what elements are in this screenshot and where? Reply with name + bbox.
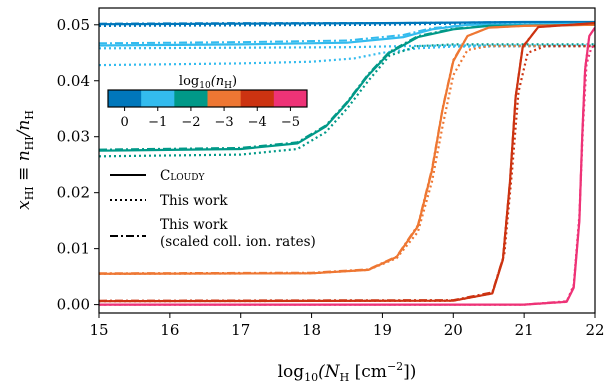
colorbar-tick-label: −3 <box>214 115 233 130</box>
colorbar-swatch <box>207 90 242 107</box>
y-tick-label: 0.01 <box>57 240 90 258</box>
x-tick-label: 21 <box>515 321 534 339</box>
legend-label-scaled: This work <box>160 217 228 233</box>
colorbar-tick-label: −5 <box>281 115 300 130</box>
y-tick-label: 0.04 <box>57 72 90 90</box>
colorbar-swatches <box>108 90 308 107</box>
legend: Cloudy This work This work (scaled coll.… <box>110 168 316 250</box>
y-tick-label: 0.00 <box>57 296 90 314</box>
colorbar-ticks: 0 −1 −2 −3 −4 −5 <box>120 107 300 130</box>
plot-background <box>99 8 595 313</box>
colorbar: log10(nH) 0 −1 −2 −3 −4 −5 <box>107 74 308 130</box>
legend-label-scaled-sub: (scaled coll. ion. rates) <box>160 234 316 250</box>
series-line-dashdot <box>99 22 595 45</box>
colorbar-title: log10(nH) <box>179 74 237 91</box>
colorbar-tick-label: −4 <box>248 115 267 130</box>
colorbar-tick-label: 0 <box>120 115 128 130</box>
colorbar-tick-label: −1 <box>148 115 167 130</box>
colorbar-frame <box>107 89 308 108</box>
series-line-dotted <box>99 45 595 275</box>
colorbar-swatch <box>141 90 175 107</box>
x-tick-label: 22 <box>585 321 604 339</box>
x-axis-label: log10(NH [cm−2]) <box>278 360 417 384</box>
colorbar-tick-label: −2 <box>181 115 200 130</box>
x-tick-label: 20 <box>444 321 463 339</box>
series-line-dashdot <box>99 23 595 275</box>
series-line-dashdot <box>99 27 595 306</box>
x-axis-label-sub1: 10 <box>304 371 318 384</box>
series-line-dotted <box>99 22 595 27</box>
series-layer <box>99 20 595 306</box>
legend-label-cloudy: Cloudy <box>160 168 205 184</box>
colorbar-swatch <box>273 90 308 107</box>
plot-frame <box>98 7 596 314</box>
y-tick-label: 0.05 <box>57 16 90 34</box>
series-line-dashdot <box>99 22 595 302</box>
colorbar-swatch <box>240 90 275 107</box>
series-line-dashdot <box>99 23 595 151</box>
ticks-layer: 15 16 17 18 19 20 21 22 0.00 0.01 0.02 0.03 0.04 0.05 <box>57 16 605 339</box>
x-axis-label-sub2: H <box>340 371 350 384</box>
x-tick-label: 18 <box>302 321 321 339</box>
y-tick-label: 0.03 <box>57 128 90 146</box>
x-tick-label: 16 <box>160 321 179 339</box>
x-tick-label: 15 <box>89 321 108 339</box>
series-line-dashdot <box>99 21 595 25</box>
y-tick-label: 0.02 <box>57 184 90 202</box>
series-line-dotted <box>99 43 595 158</box>
series-line-dotted <box>99 45 595 303</box>
colorbar-swatch <box>174 90 208 107</box>
x-tick-label: 17 <box>231 321 250 339</box>
legend-label-this-work: This work <box>160 193 228 209</box>
x-axis-label-sup: −2 <box>387 360 403 373</box>
series-line-dotted <box>99 44 595 50</box>
y-axis-label: xHI ≡ nHI/nH <box>14 110 36 210</box>
series-line-solid <box>99 23 595 152</box>
x-tick-label: 19 <box>373 321 392 339</box>
colorbar-swatch <box>108 90 142 107</box>
